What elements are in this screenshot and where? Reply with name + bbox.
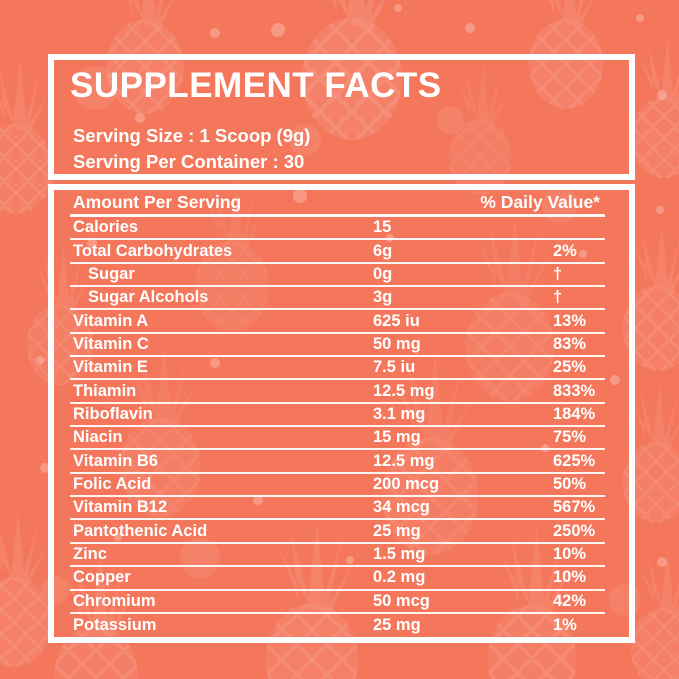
nutrient-daily-value: 75% — [553, 428, 587, 447]
table-row: Thiamin 12.5 mg 833% — [70, 380, 605, 404]
nutrient-daily-value: 50% — [553, 474, 587, 493]
table-row: Vitamin A 625 iu 13% — [70, 310, 605, 334]
table-row: Calories 15 — [70, 217, 605, 241]
nutrient-amount: 3.1 mg — [373, 404, 426, 423]
serving-size: Serving Size : 1 Scoop (9g) — [73, 125, 311, 146]
table-row: Vitamin E 7.5 iu 25% — [70, 357, 605, 381]
nutrient-amount: 12.5 mg — [373, 451, 435, 470]
column-header-daily-value: % Daily Value* — [480, 191, 600, 212]
nutrient-name: Chromium — [73, 591, 156, 610]
title-box: SUPPLEMENT FACTS Serving Size : 1 Scoop … — [48, 54, 635, 180]
table-header-row: Amount Per Serving % Daily Value* — [70, 190, 605, 217]
nutrient-name: Vitamin B6 — [73, 451, 158, 470]
serving-info: Serving Size : 1 Scoop (9g) Serving Per … — [73, 123, 310, 175]
nutrient-daily-value: † — [553, 288, 563, 307]
nutrient-amount: 15 — [373, 218, 392, 237]
nutrient-name: Pantothenic Acid — [73, 521, 208, 540]
nutrient-daily-value: 1% — [553, 616, 577, 635]
nutrient-daily-value: 250% — [553, 521, 596, 540]
table-row: Vitamin C 50 mg 83% — [70, 334, 605, 358]
nutrient-name: Niacin — [73, 428, 123, 447]
nutrient-amount: 25 mg — [373, 616, 421, 635]
nutrient-daily-value: † — [553, 264, 563, 283]
nutrient-amount: 15 mg — [373, 428, 421, 447]
nutrient-amount: 25 mg — [373, 521, 421, 540]
nutrient-name: Zinc — [73, 544, 107, 563]
nutrient-amount: 6g — [373, 241, 393, 260]
nutrient-name: Sugar Alcohols — [88, 288, 209, 307]
table-row: Folic Acid 200 mcg 50% — [70, 474, 605, 498]
column-header-amount-per-serving: Amount Per Serving — [73, 191, 242, 212]
nutrient-amount: 7.5 iu — [373, 358, 416, 377]
table-row: Total Carbohydrates 6g 2% — [70, 240, 605, 264]
nutrient-name: Vitamin C — [73, 334, 149, 353]
nutrient-amount: 1.5 mg — [373, 544, 426, 563]
serving-per-container: Serving Per Container : 30 — [73, 151, 305, 172]
nutrient-daily-value: 10% — [553, 544, 587, 563]
nutrient-daily-value: 625% — [553, 451, 596, 470]
nutrient-daily-value: 13% — [553, 311, 587, 330]
table-row: Vitamin B12 34 mcg 567% — [70, 497, 605, 521]
table-row: Sugar Alcohols 3g † — [70, 287, 605, 311]
nutrient-amount: 50 mcg — [373, 591, 430, 610]
nutrient-name: Potassium — [73, 616, 157, 635]
nutrient-name: Riboflavin — [73, 404, 153, 423]
nutrient-daily-value: 42% — [553, 591, 587, 610]
nutrient-daily-value: 833% — [553, 381, 596, 400]
nutrient-amount: 200 mcg — [373, 474, 440, 493]
page-title: SUPPLEMENT FACTS — [70, 66, 442, 105]
table-row: Chromium 50 mcg 42% — [70, 591, 605, 614]
nutrient-amount: 625 iu — [373, 311, 420, 330]
nutrient-daily-value: 184% — [553, 404, 596, 423]
nutrient-name: Calories — [73, 218, 139, 237]
nutrient-amount: 0.2 mg — [373, 568, 426, 587]
table-row: Sugar 0g † — [70, 264, 605, 288]
nutrient-name: Total Carbohydrates — [73, 241, 233, 260]
nutrient-daily-value: 83% — [553, 334, 587, 353]
table-body: Calories 15 Total Carbohydrates 6g 2% Su… — [70, 217, 605, 637]
nutrient-daily-value: 10% — [553, 568, 587, 587]
table-row: Vitamin B6 12.5 mg 625% — [70, 450, 605, 474]
nutrient-amount: 50 mg — [373, 334, 421, 353]
nutrient-daily-value: 2% — [553, 241, 577, 260]
facts-table: Amount Per Serving % Daily Value* Calori… — [70, 190, 605, 637]
nutrient-name: Vitamin E — [73, 358, 148, 377]
table-row: Potassium 25 mg 1% — [70, 614, 605, 637]
nutrient-amount: 3g — [373, 288, 393, 307]
nutrient-amount: 0g — [373, 264, 393, 283]
nutrient-name: Vitamin B12 — [73, 498, 168, 517]
nutrient-name: Sugar — [88, 264, 135, 283]
nutrient-daily-value: 25% — [553, 358, 587, 377]
nutrient-amount: 12.5 mg — [373, 381, 435, 400]
nutrient-name: Copper — [73, 568, 131, 587]
table-row: Niacin 15 mg 75% — [70, 427, 605, 451]
table-row: Copper 0.2 mg 10% — [70, 567, 605, 591]
table-row: Zinc 1.5 mg 10% — [70, 544, 605, 568]
nutrient-amount: 34 mcg — [373, 498, 430, 517]
nutrient-name: Vitamin A — [73, 311, 149, 330]
table-row: Riboflavin 3.1 mg 184% — [70, 404, 605, 428]
nutrient-daily-value: 567% — [553, 498, 596, 517]
facts-table-box: Amount Per Serving % Daily Value* Calori… — [48, 184, 635, 643]
table-row: Pantothenic Acid 25 mg 250% — [70, 520, 605, 544]
nutrient-name: Thiamin — [73, 381, 137, 400]
nutrient-name: Folic Acid — [73, 474, 152, 493]
